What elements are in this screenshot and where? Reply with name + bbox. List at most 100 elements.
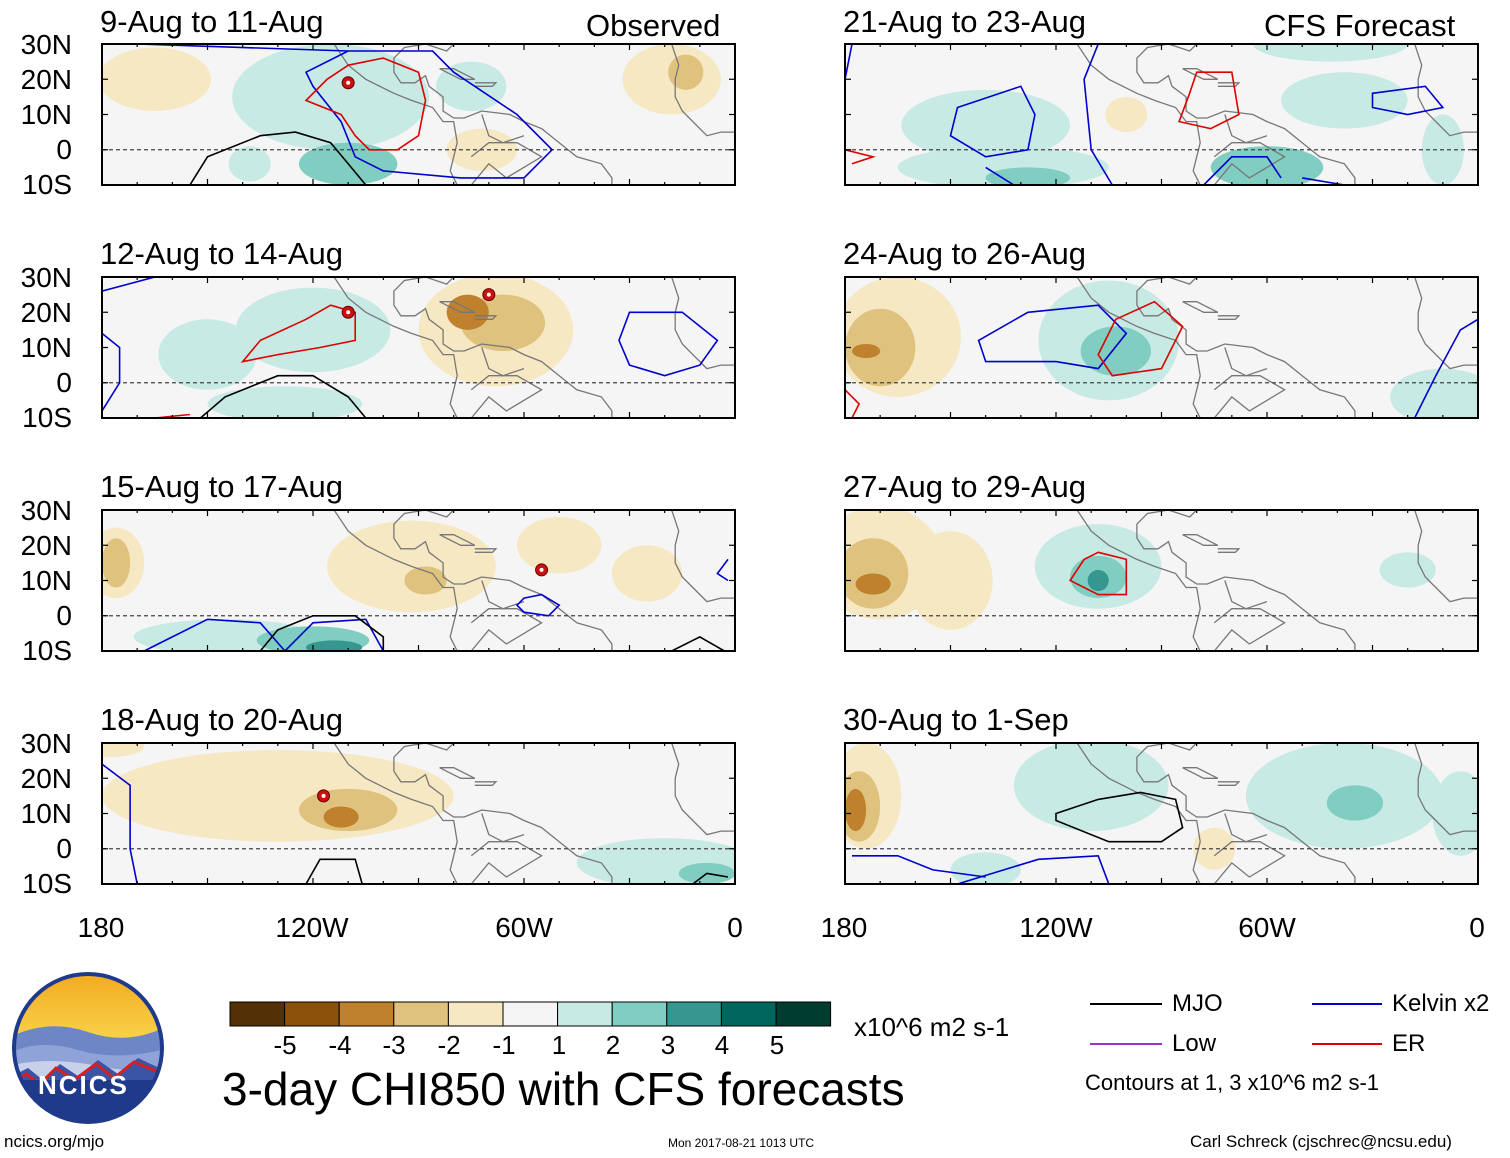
storm-marker: [341, 305, 355, 319]
coastline: [470, 375, 543, 418]
anomaly-region: [901, 89, 1071, 161]
storm-marker: [482, 288, 496, 302]
legend-note: Contours at 1, 3 x10^6 m2 s-1: [1085, 1070, 1380, 1095]
coastline: [474, 781, 498, 786]
anomaly-region: [845, 277, 962, 397]
anomaly-region: [1013, 743, 1169, 832]
coastline: [474, 548, 498, 553]
anomaly-region: [845, 743, 902, 849]
coastline: [1063, 510, 1201, 651]
anomaly-region: [235, 287, 391, 373]
coastline: [481, 813, 525, 843]
coastline: [393, 277, 613, 418]
panel-title-8: 30-Aug to 1-Sep: [843, 702, 1069, 737]
contour-line: [102, 763, 138, 884]
anomaly-region: [1087, 569, 1109, 592]
anomaly-region: [1080, 326, 1151, 376]
contour-line: [154, 413, 190, 418]
coastline: [1414, 44, 1478, 137]
lat-label: 10S: [22, 169, 72, 200]
colorbar-segment: [284, 1001, 340, 1027]
anomaly-region: [845, 510, 944, 620]
anomaly-region: [845, 308, 916, 387]
coastline: [1224, 813, 1268, 843]
storm-eye: [539, 567, 544, 572]
contour-line: [137, 44, 554, 179]
coastline: [320, 277, 458, 418]
coastline: [393, 510, 613, 651]
contour-line: [1055, 791, 1184, 843]
lat-label: 10N: [20, 798, 72, 829]
lon-label: 120W: [1019, 912, 1093, 943]
coastline: [1414, 277, 1478, 370]
colorbar-label: -3: [382, 1030, 406, 1060]
panel-title-3: 15-Aug to 17-Aug: [100, 469, 344, 504]
anomaly-region: [1432, 771, 1478, 856]
footer-timestamp: Mon 2017-08-21 1013 UTC: [668, 1136, 815, 1150]
contour-line: [1302, 177, 1345, 185]
contour-line: [284, 618, 385, 651]
anomaly-region: [1070, 555, 1127, 599]
contour-line: [1083, 44, 1113, 185]
lat-label: 0: [56, 833, 72, 864]
anomaly-region: [622, 44, 721, 115]
anomaly-region: [102, 750, 454, 842]
lon-label: 180: [820, 912, 868, 943]
anomaly-region: [1432, 389, 1478, 418]
map-panel-5: [845, 44, 1478, 185]
legend-kelvin: Kelvin x2: [1392, 990, 1490, 1017]
coastline: [1217, 82, 1241, 87]
contour-line: [1371, 85, 1445, 116]
coastline: [1182, 534, 1219, 546]
panel-frame: [844, 509, 1479, 652]
contour-line: [977, 304, 1128, 370]
anomaly-region: [298, 788, 398, 832]
colorbar-segment: [611, 1001, 668, 1027]
coastline: [1213, 375, 1286, 418]
anomaly-region: [102, 527, 145, 599]
contour-line: [1178, 71, 1240, 130]
footer-author: Carl Schreck (cjschrec@ncsu.edu): [1190, 1132, 1452, 1151]
colorbar-segment: [557, 1001, 613, 1027]
coastline: [1217, 548, 1241, 553]
contour-line: [1068, 551, 1128, 596]
contour-line: [143, 618, 286, 651]
anomaly-region: [446, 128, 517, 171]
contour-line: [716, 558, 729, 582]
panel-frame: [101, 742, 736, 885]
panel-frame: [101, 509, 736, 652]
coastline: [671, 277, 735, 370]
colorbar-label: 5: [769, 1030, 785, 1060]
colorbar-label: 1: [551, 1030, 567, 1060]
anomaly-region: [460, 294, 546, 352]
anomaly-region: [1379, 552, 1436, 588]
panel-label-forecast: CFS Forecast: [1264, 8, 1456, 43]
coastline: [1414, 743, 1478, 836]
coastline: [671, 510, 735, 603]
coastline: [393, 44, 613, 185]
anomaly-region: [323, 806, 359, 828]
colorbar-segment: [229, 1001, 286, 1027]
colorbar-segment: [502, 1001, 559, 1027]
anomaly-region: [327, 520, 496, 613]
colorbar-label: 3: [660, 1030, 676, 1060]
anomaly-region: [852, 343, 881, 359]
coastline: [1136, 277, 1356, 418]
anomaly-region: [845, 771, 881, 842]
anomaly-region: [611, 545, 683, 602]
anomaly-region: [908, 531, 993, 630]
contour-line: [957, 854, 1110, 884]
lat-label: 30N: [20, 29, 72, 60]
coastline: [1213, 841, 1286, 884]
ncics-logo: [12, 972, 164, 1124]
lat-label: 30N: [20, 495, 72, 526]
anomaly-region: [102, 743, 145, 758]
logo-text: NCICS: [38, 1070, 129, 1100]
panel-background: [102, 277, 735, 418]
panel-background: [845, 743, 1478, 884]
storm-eye: [346, 310, 351, 315]
coastline: [1213, 608, 1286, 651]
anomaly-region: [418, 277, 574, 387]
anomaly-region: [1326, 785, 1384, 821]
